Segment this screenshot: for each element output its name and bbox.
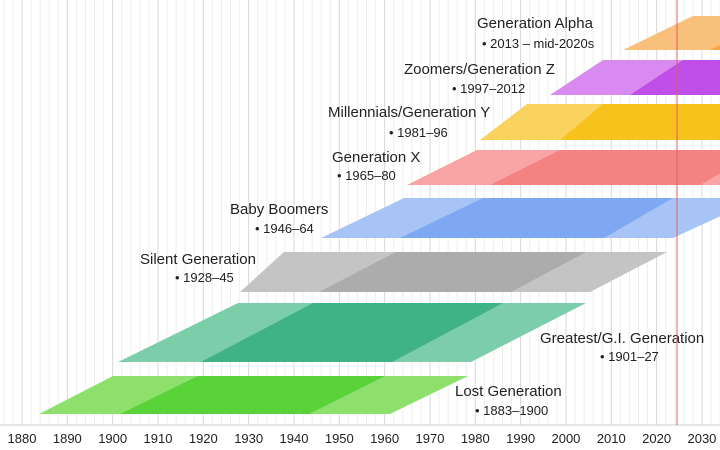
generation-band — [321, 198, 720, 238]
generation-name: Generation X — [332, 149, 420, 166]
band-core — [630, 60, 720, 95]
axis-tick-label: 1990 — [506, 431, 535, 446]
band-core — [490, 150, 720, 185]
axis-tick-label: 1920 — [189, 431, 218, 446]
generation-band — [240, 252, 667, 292]
band-outer — [623, 16, 720, 50]
generation-band — [407, 150, 720, 185]
generation-name: Baby Boomers — [230, 201, 328, 218]
axis-tick-label: 1950 — [325, 431, 354, 446]
generation-band — [118, 303, 586, 362]
generation-years: • 1883–1900 — [475, 403, 548, 418]
band-core — [319, 252, 586, 292]
axis-tick-label: 1880 — [8, 431, 37, 446]
axis-tick-label: 2010 — [597, 431, 626, 446]
generation-name: Lost Generation — [455, 383, 562, 400]
axis-tick-label: 1980 — [461, 431, 490, 446]
generation-years: • 1981–96 — [389, 125, 448, 140]
axis-tick-label: 1970 — [416, 431, 445, 446]
axis-tick-label: 1930 — [234, 431, 263, 446]
band-core — [120, 376, 385, 414]
axis-tick-label: 1890 — [53, 431, 82, 446]
generation-years: • 2013 – mid-2020s — [482, 36, 595, 51]
axis-tick-label: 1940 — [280, 431, 309, 446]
band-core — [560, 104, 720, 140]
axis-tick-label: 1910 — [144, 431, 173, 446]
axis-tick-label: 2020 — [642, 431, 671, 446]
generation-years: • 1901–27 — [600, 349, 659, 364]
band-core — [201, 303, 503, 362]
axis-tick-label: 2000 — [551, 431, 580, 446]
generation-name: Millennials/Generation Y — [328, 104, 490, 121]
axis-tick-label: 1960 — [370, 431, 399, 446]
generation-band — [623, 16, 720, 50]
generation-years: • 1928–45 — [175, 270, 234, 285]
generation-years: • 1946–64 — [255, 221, 314, 236]
generation-years: • 1997–2012 — [452, 81, 525, 96]
generation-name: Zoomers/Generation Z — [404, 61, 555, 78]
generation-years: • 1965–80 — [337, 168, 396, 183]
band-core — [710, 45, 720, 50]
generation-name: Generation Alpha — [477, 15, 594, 32]
generation-name: Greatest/G.I. Generation — [540, 330, 704, 347]
axis-tick-label: 1900 — [98, 431, 127, 446]
axis-tick-label: 2030 — [687, 431, 716, 446]
generation-band — [39, 376, 468, 414]
band-core — [400, 198, 673, 238]
generation-band — [480, 104, 720, 140]
generation-name: Silent Generation — [140, 251, 256, 268]
